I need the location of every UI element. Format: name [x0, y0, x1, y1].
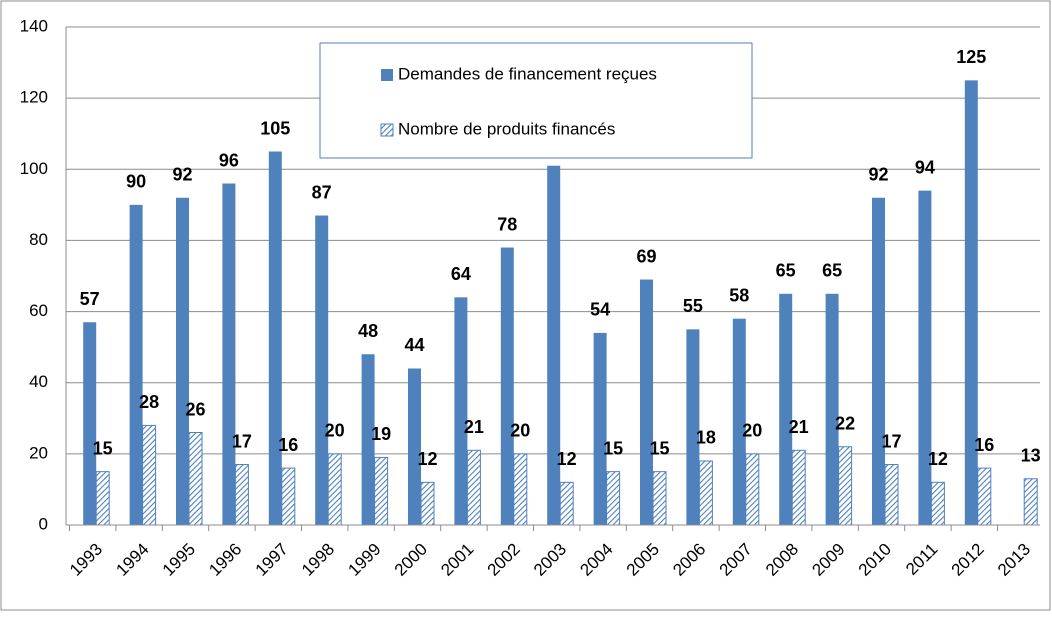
bar — [884, 464, 899, 526]
data-label: 20 — [742, 421, 762, 441]
y-tick-label: 0 — [39, 514, 48, 533]
bar — [83, 322, 97, 525]
y-tick-label: 20 — [29, 443, 48, 462]
data-label: 90 — [126, 172, 146, 192]
bar — [327, 453, 342, 526]
data-label: 12 — [557, 449, 577, 469]
data-label: 57 — [80, 289, 100, 309]
y-tick-label: 40 — [29, 372, 48, 391]
bar — [640, 279, 653, 525]
bar — [918, 190, 932, 525]
data-label: 78 — [497, 214, 517, 234]
data-label: 15 — [93, 438, 113, 458]
bar — [686, 329, 700, 525]
legend-label: Nombre de produits financés — [398, 119, 615, 138]
bar — [872, 197, 885, 525]
y-tick-label: 120 — [20, 88, 48, 107]
data-label: 125 — [956, 47, 986, 67]
bar — [188, 432, 203, 526]
data-label: 21 — [789, 417, 809, 437]
data-label: 15 — [649, 438, 669, 458]
data-label: 54 — [590, 300, 610, 320]
y-tick-label: 140 — [20, 16, 48, 35]
data-label: 12 — [928, 449, 948, 469]
bar — [964, 80, 978, 525]
bar — [825, 293, 839, 525]
data-label: 55 — [683, 296, 703, 316]
data-label: 96 — [219, 150, 239, 170]
data-label: 20 — [510, 421, 530, 441]
y-tick-label: 100 — [20, 159, 48, 178]
data-label: 28 — [139, 392, 159, 412]
bar — [593, 332, 607, 525]
data-label: 105 — [260, 118, 290, 138]
y-tick-label: 60 — [29, 301, 48, 320]
data-label: 20 — [325, 421, 345, 441]
data-label: 16 — [974, 435, 994, 455]
bar — [791, 449, 806, 526]
data-label: 92 — [172, 164, 192, 184]
bar — [361, 354, 375, 525]
bar — [547, 165, 561, 525]
data-label: 26 — [185, 399, 205, 419]
data-label: 17 — [881, 431, 901, 451]
data-label: 19 — [371, 424, 391, 444]
data-label: 58 — [729, 285, 749, 305]
data-label: 44 — [404, 335, 424, 355]
bar — [779, 293, 793, 525]
bar — [838, 446, 853, 526]
data-label: 18 — [696, 428, 716, 448]
bar — [234, 464, 249, 526]
bar — [281, 467, 296, 526]
data-label: 17 — [232, 431, 252, 451]
data-label: 65 — [776, 261, 796, 281]
data-label: 13 — [1021, 446, 1041, 466]
bar — [95, 471, 110, 526]
data-label: 87 — [312, 182, 332, 202]
data-label: 15 — [603, 438, 623, 458]
data-label: 94 — [915, 157, 935, 177]
bar — [222, 183, 236, 525]
data-label: 22 — [835, 413, 855, 433]
bar — [745, 453, 760, 526]
y-tick-label: 80 — [29, 230, 48, 249]
legend-box — [319, 42, 753, 159]
bar — [652, 471, 667, 526]
bar — [559, 481, 574, 526]
legend-swatch — [381, 69, 393, 81]
bar — [606, 471, 621, 526]
bar — [374, 456, 389, 526]
bar — [698, 460, 713, 526]
bar — [732, 318, 746, 525]
bar — [977, 467, 992, 526]
bar — [930, 481, 945, 526]
legend-label: Demandes de financement reçues — [398, 64, 657, 83]
bar — [513, 453, 528, 526]
bar — [268, 151, 282, 525]
bar — [500, 247, 514, 526]
bar — [454, 297, 468, 525]
bar — [129, 204, 143, 525]
bar — [176, 197, 189, 525]
legend-swatch — [380, 123, 394, 137]
data-label: 92 — [868, 164, 888, 184]
bar — [466, 449, 481, 526]
data-label: 21 — [464, 417, 484, 437]
data-label: 12 — [417, 449, 437, 469]
data-label: 65 — [822, 261, 842, 281]
bar — [142, 424, 157, 526]
data-label: 16 — [278, 435, 298, 455]
bar — [420, 481, 435, 526]
data-label: 64 — [451, 264, 471, 284]
bar — [315, 215, 329, 525]
data-label: 48 — [358, 321, 378, 341]
bar — [408, 368, 421, 525]
data-label: 69 — [636, 246, 656, 266]
bar — [1023, 478, 1038, 526]
